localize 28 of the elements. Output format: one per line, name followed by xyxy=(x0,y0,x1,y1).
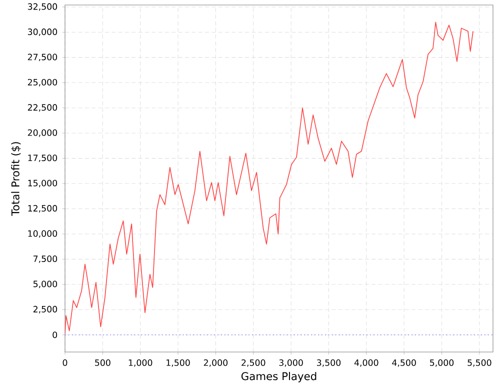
x-tick-label: 4,000 xyxy=(354,359,378,367)
y-tick-label: 17,500 xyxy=(28,154,58,162)
y-tick-label: 10,000 xyxy=(28,230,58,238)
x-tick-label: 500 xyxy=(95,359,110,366)
y-tick-label: 25,000 xyxy=(28,78,58,86)
x-tick-label: 4,500 xyxy=(392,359,416,367)
x-tick-label: 2,000 xyxy=(204,359,228,367)
x-tick-label: 3,000 xyxy=(279,359,303,367)
x-tick-label: 5,500 xyxy=(468,359,492,367)
x-tick-label: 1,000 xyxy=(128,359,152,367)
x-tick-label: 0 xyxy=(62,359,68,366)
x-tick-label: 5,000 xyxy=(430,359,454,367)
x-tick-label: 2,500 xyxy=(242,359,266,367)
y-tick-label: 5,000 xyxy=(33,280,58,288)
y-tick-label: 22,500 xyxy=(28,104,58,112)
x-axis-title: Games Played xyxy=(241,372,316,382)
y-tick-label: 20,000 xyxy=(28,129,58,137)
y-axis-title: Total Profit ($) xyxy=(11,142,21,216)
y-tick-label: 7,500 xyxy=(34,255,58,263)
y-tick-label: 27,500 xyxy=(28,54,58,62)
x-tick-label: 3,500 xyxy=(316,359,341,367)
y-tick-label: 32,500 xyxy=(28,3,58,11)
y-tick-label: 15,000 xyxy=(28,180,58,188)
y-tick-label: 2,500 xyxy=(33,306,58,314)
y-tick-label: 0 xyxy=(52,332,58,338)
x-tick-label: 1,500 xyxy=(166,359,190,367)
y-tick-label: 12,500 xyxy=(28,205,58,212)
y-tick-label: 30,000 xyxy=(28,28,58,36)
